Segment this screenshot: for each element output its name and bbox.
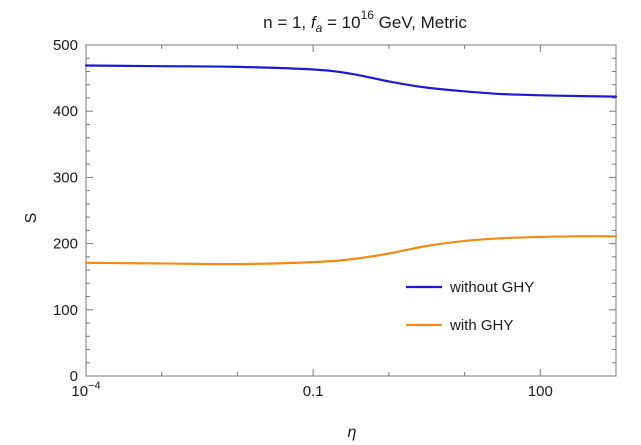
ticks-layer: 10−4 0.1 100 0 100 200 300 400 500 [53, 37, 617, 400]
y-tick-label: 100 [53, 302, 78, 319]
title-mid: = 10 [322, 13, 360, 32]
legend: without GHY with GHY [406, 279, 534, 334]
y-tick-label: 500 [53, 37, 78, 54]
x-tick-label: 10−4 [71, 380, 100, 400]
title-prefix: n = 1, [263, 13, 311, 32]
legend-label-1: with GHY [449, 317, 513, 334]
chart-title: n = 1, fa = 1016 GeV, Metric [263, 8, 467, 35]
x-axis-title: η [348, 424, 357, 441]
title-var: f [311, 13, 318, 32]
y-axis-title: S [23, 213, 40, 224]
legend-label-0: without GHY [449, 279, 534, 296]
title-suffix: GeV, Metric [374, 13, 467, 32]
y-tick-label: 0 [70, 368, 78, 385]
x-tick-label: 0.1 [303, 383, 324, 400]
x-tick-label-base: 10 [71, 383, 88, 400]
title-sup: 16 [361, 8, 375, 22]
y-tick-label: 300 [53, 169, 78, 186]
title-sub: a [316, 21, 323, 35]
x-tick-label-exponent: −4 [88, 380, 101, 392]
series-layer [84, 64, 618, 266]
y-tick-label: 400 [53, 103, 78, 120]
x-tick-label: 100 [528, 383, 553, 400]
y-tick-label: 200 [53, 236, 78, 253]
series-line-0 [84, 64, 618, 98]
plot-frame [85, 44, 617, 377]
series-line-1 [84, 235, 618, 266]
